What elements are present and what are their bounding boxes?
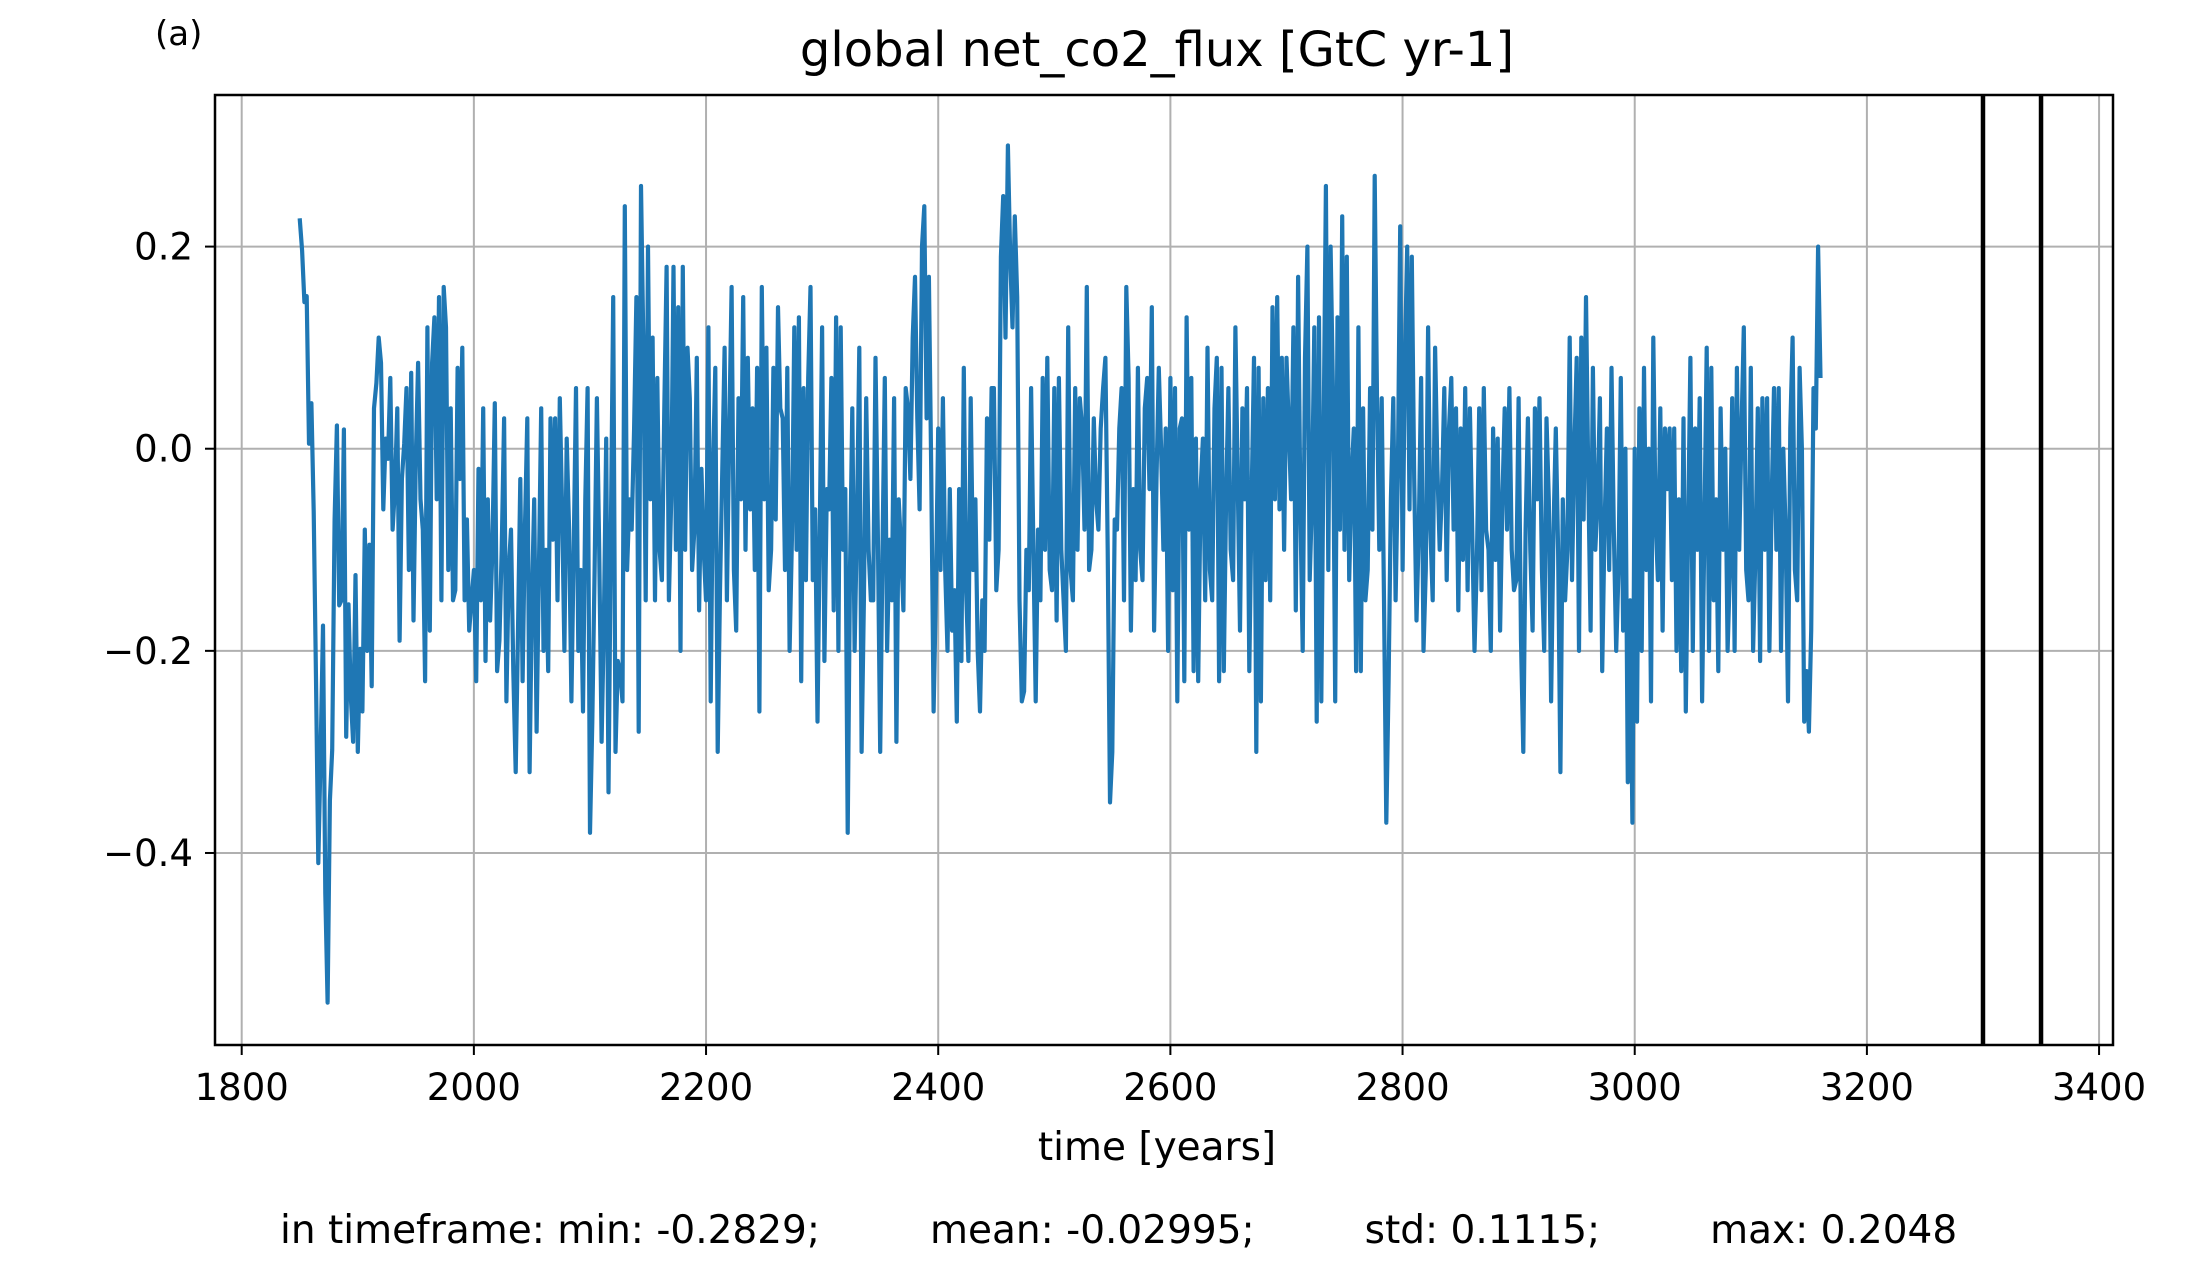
panel-label: (a)	[155, 14, 203, 54]
x-tick-label: 2000	[427, 1066, 521, 1109]
y-tick-label: 0.0	[134, 428, 193, 471]
x-tick-label: 3400	[2052, 1066, 2146, 1109]
x-axis-label: time [years]	[1037, 1125, 1277, 1170]
timeframe-stats: in timeframe: min: -0.2829; mean: -0.0299…	[280, 1208, 1957, 1253]
x-tick-label: 3200	[1820, 1066, 1914, 1109]
x-tick-label: 2800	[1355, 1066, 1449, 1109]
y-tick-label: 0.2	[134, 226, 193, 269]
stat-std: std: 0.1115;	[1364, 1208, 1601, 1253]
x-tick-label: 2400	[891, 1066, 985, 1109]
stat-mean: mean: -0.02995;	[930, 1208, 1255, 1253]
x-tick-label: 3000	[1588, 1066, 1682, 1109]
x-tick-label: 2600	[1123, 1066, 1217, 1109]
timeframe-markers	[1980, 95, 2044, 1045]
y-tick-label: −0.4	[103, 832, 193, 875]
stat-max: max: 0.2048	[1710, 1208, 1958, 1253]
series-layer	[297, 143, 1823, 1005]
x-tick-label: 1800	[195, 1066, 289, 1109]
axis-ticks: 1800 2000 2200 2400 2600 2800 3000 3200 3400 0.2 0…	[103, 226, 2146, 1109]
x-tick-label: 2200	[659, 1066, 753, 1109]
y-tick-label: −0.2	[103, 630, 193, 673]
plot-frame	[213, 93, 2115, 1047]
series-line	[297, 143, 1823, 1005]
stat-min: in timeframe: min: -0.2829;	[280, 1208, 821, 1253]
chart-title: global net_co2_flux [GtC yr-1]	[799, 22, 1515, 78]
